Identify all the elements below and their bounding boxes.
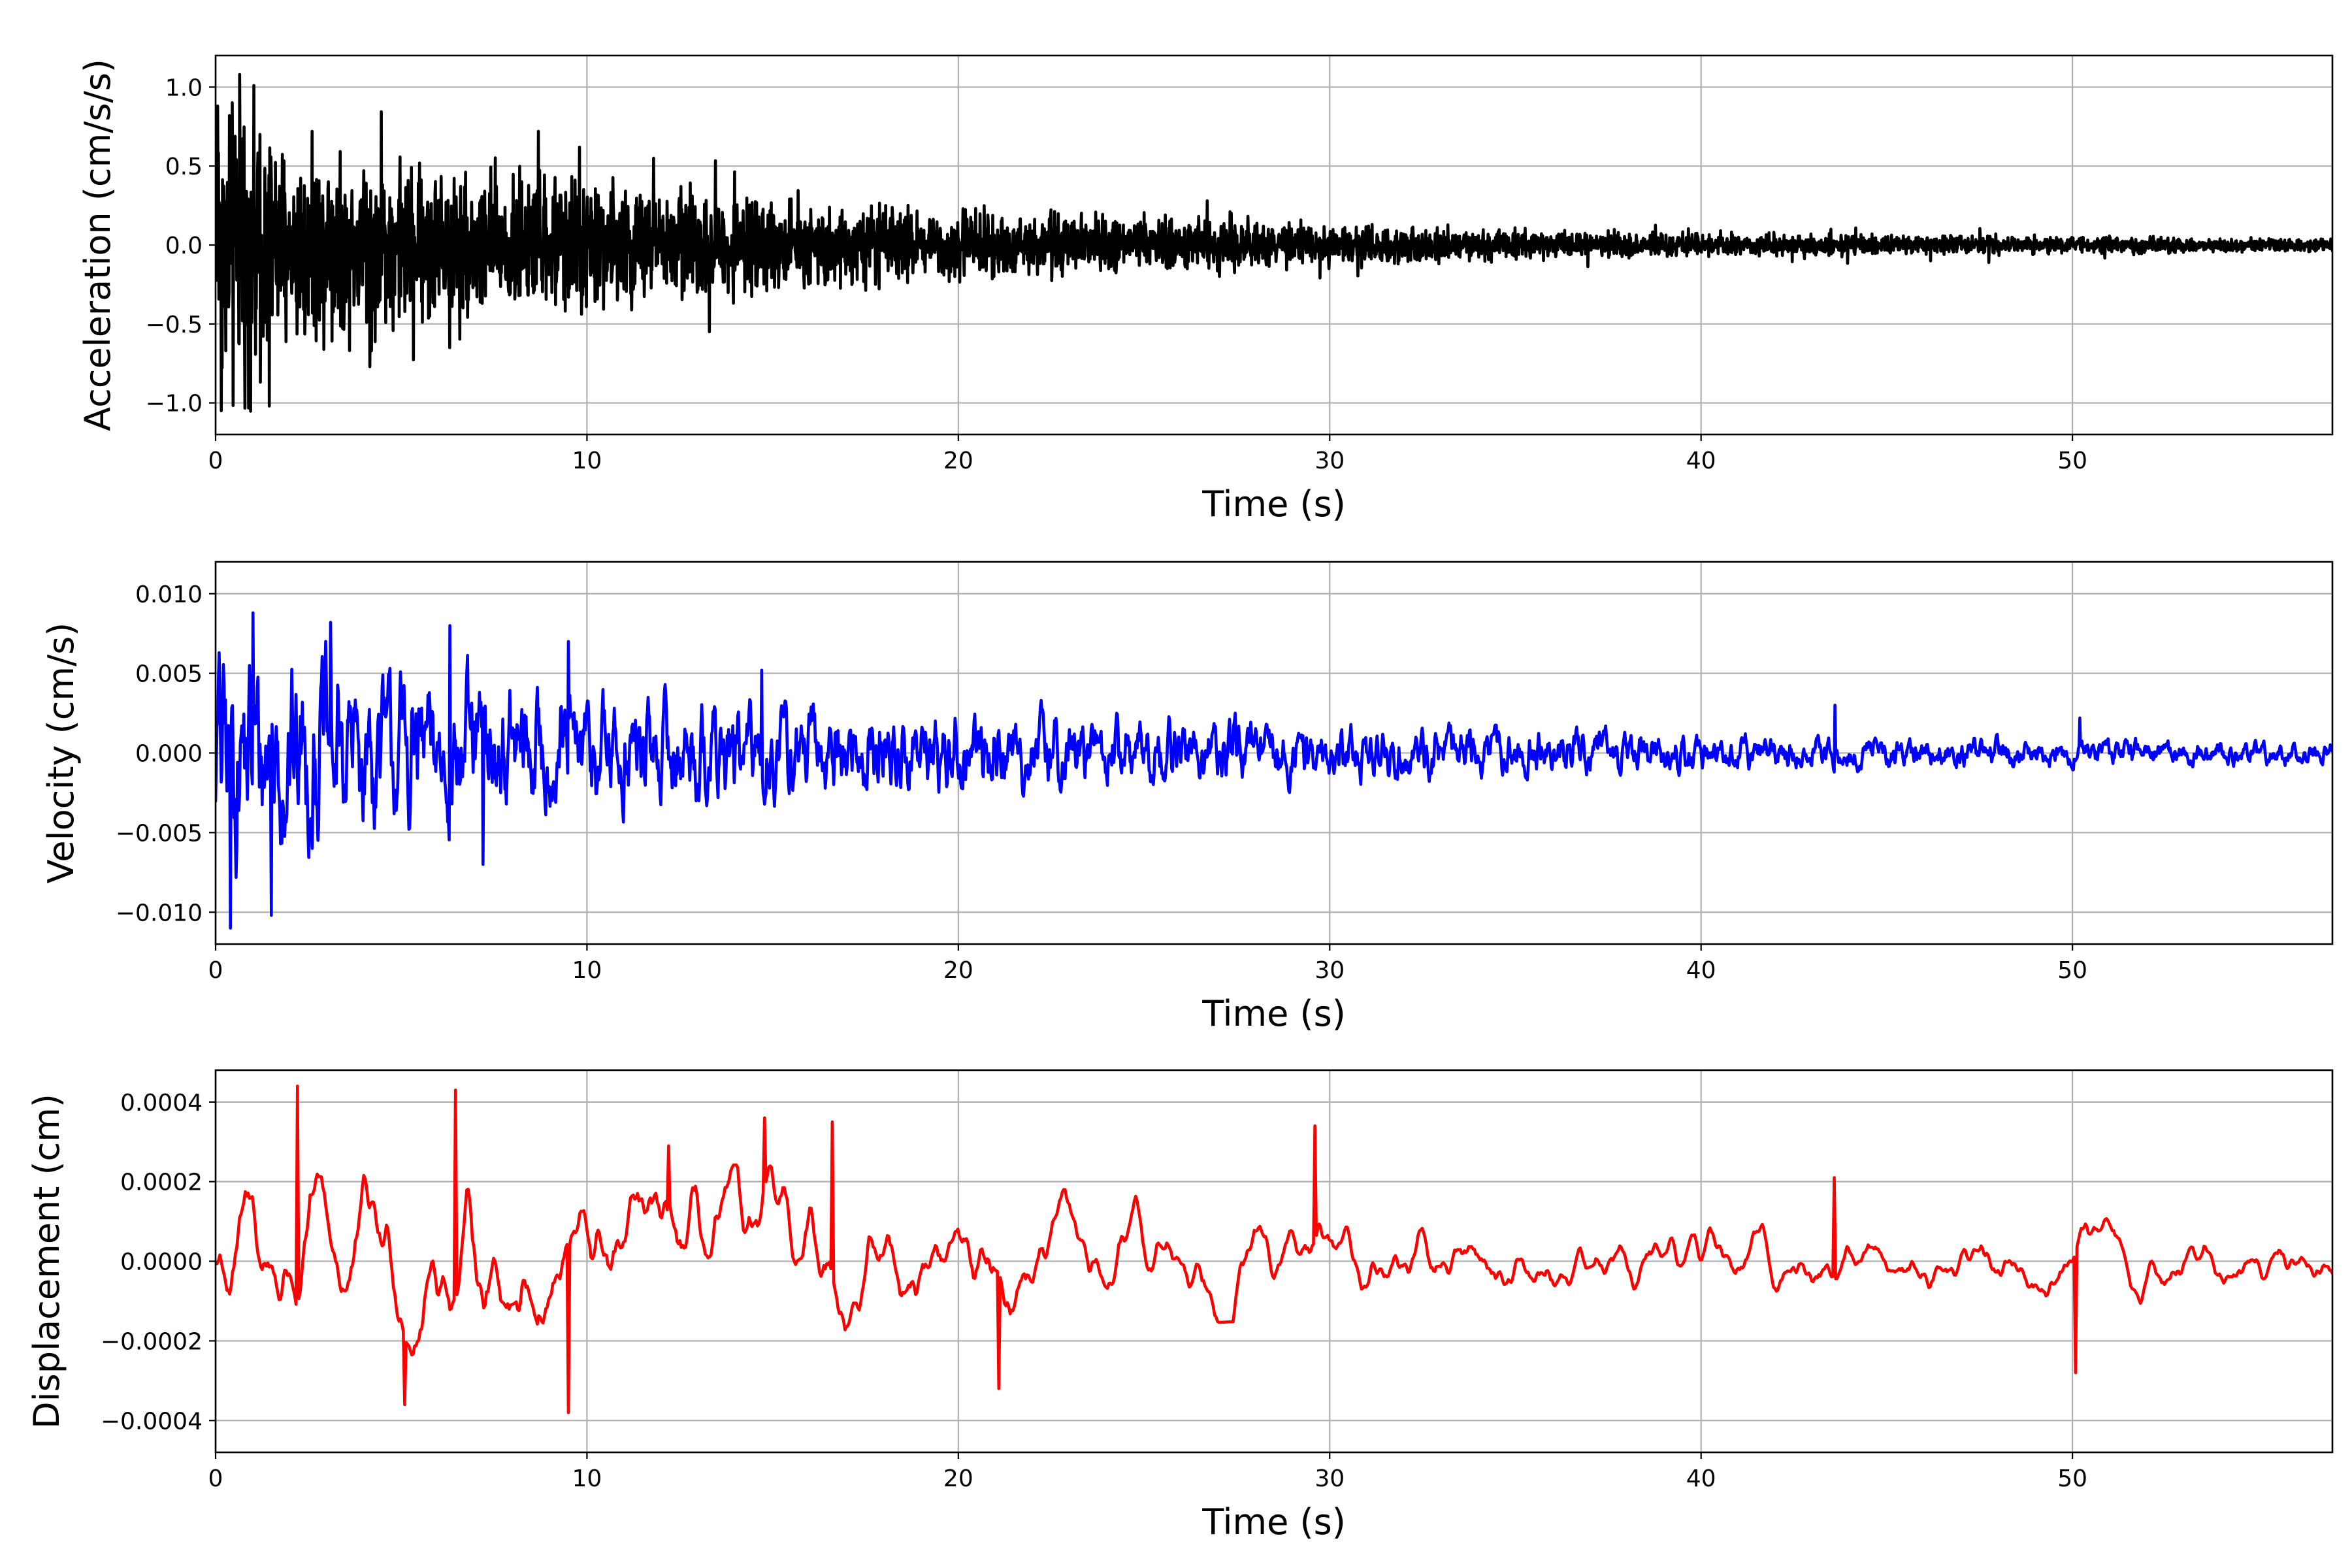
y-axis-label: Velocity (cm/s) [41,623,82,884]
x-tick-label: 50 [2057,957,2087,984]
y-tick-label: −0.010 [116,900,203,926]
y-tick-label: 0.0002 [120,1169,203,1196]
x-tick-label: 0 [208,957,223,984]
displacement-series-line [216,1085,2332,1414]
y-tick-label: −0.5 [146,312,203,338]
y-tick-label: 0.0004 [120,1090,203,1117]
x-tick-label: 30 [1315,448,1345,474]
y-tick-label: 0.005 [135,661,203,688]
x-tick-label: 20 [943,1465,973,1492]
x-tick-label: 40 [1686,1465,1716,1492]
x-tick-label: 40 [1686,957,1716,984]
x-tick-label: 0 [208,1465,223,1492]
y-tick-label: −0.0004 [101,1408,203,1435]
y-tick-label: 0.0000 [120,1249,203,1276]
x-tick-label: 0 [208,448,223,474]
x-tick-label: 30 [1315,957,1345,984]
x-tick-label: 50 [2057,1465,2087,1492]
y-axis-label: Acceleration (cm/s/s) [77,59,118,431]
x-axis-label: Time (s) [1201,1501,1346,1543]
y-tick-label: 0.5 [165,154,203,180]
x-tick-label: 10 [572,1465,602,1492]
x-axis-label: Time (s) [1201,993,1346,1034]
y-tick-label: −0.0002 [101,1328,203,1355]
y-tick-label: 1.0 [165,74,203,101]
x-tick-label: 10 [572,957,602,984]
y-tick-label: −0.005 [116,820,203,847]
acceleration-series-line [216,73,2332,413]
x-tick-label: 20 [943,957,973,984]
x-axis-label: Time (s) [1201,483,1346,525]
x-tick-label: 40 [1686,448,1716,474]
acceleration-panel: 0 10 20 30 40 50 −1.0 −0.5 0.0 0.5 1.0 Time (s) Acce… [77,54,2334,525]
y-axis-label: Displacement (cm) [26,1094,67,1429]
y-tick-label: 0.000 [135,741,203,768]
displacement-panel: 0 10 20 30 40 50 −0.0004 −0.0002 0.0000 0.0002 0.0… [26,1069,2334,1543]
velocity-panel: 0 10 20 30 40 50 −0.010 −0.005 0.000 0.005 0.010 Ti… [41,561,2334,1034]
x-tick-label: 20 [943,448,973,474]
velocity-series-line [216,611,2332,930]
x-tick-label: 30 [1315,1465,1345,1492]
y-tick-label: 0.010 [135,581,203,608]
x-tick-label: 10 [572,448,602,474]
x-tick-label: 50 [2057,448,2087,474]
y-tick-label: 0.0 [165,233,203,259]
y-tick-label: −1.0 [146,391,203,417]
